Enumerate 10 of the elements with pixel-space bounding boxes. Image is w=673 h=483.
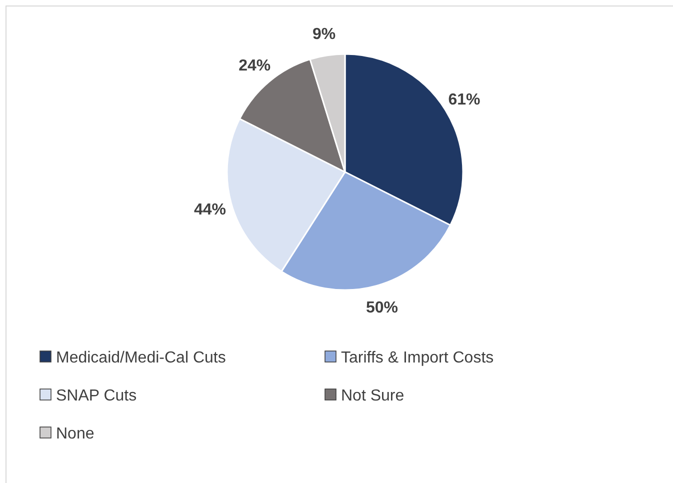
legend-label: Medicaid/Medi-Cal Cuts bbox=[56, 350, 226, 367]
legend-label: Not Sure bbox=[341, 388, 404, 405]
legend-label: None bbox=[56, 426, 94, 443]
data-label: 50% bbox=[366, 300, 398, 317]
data-label: 61% bbox=[448, 91, 480, 108]
data-label: 24% bbox=[238, 58, 271, 75]
data-label: 9% bbox=[312, 26, 336, 44]
legend-label: Tariffs & Import Costs bbox=[341, 350, 494, 367]
legend-label: SNAP Cuts bbox=[56, 388, 137, 405]
data-label: 44% bbox=[194, 202, 226, 219]
